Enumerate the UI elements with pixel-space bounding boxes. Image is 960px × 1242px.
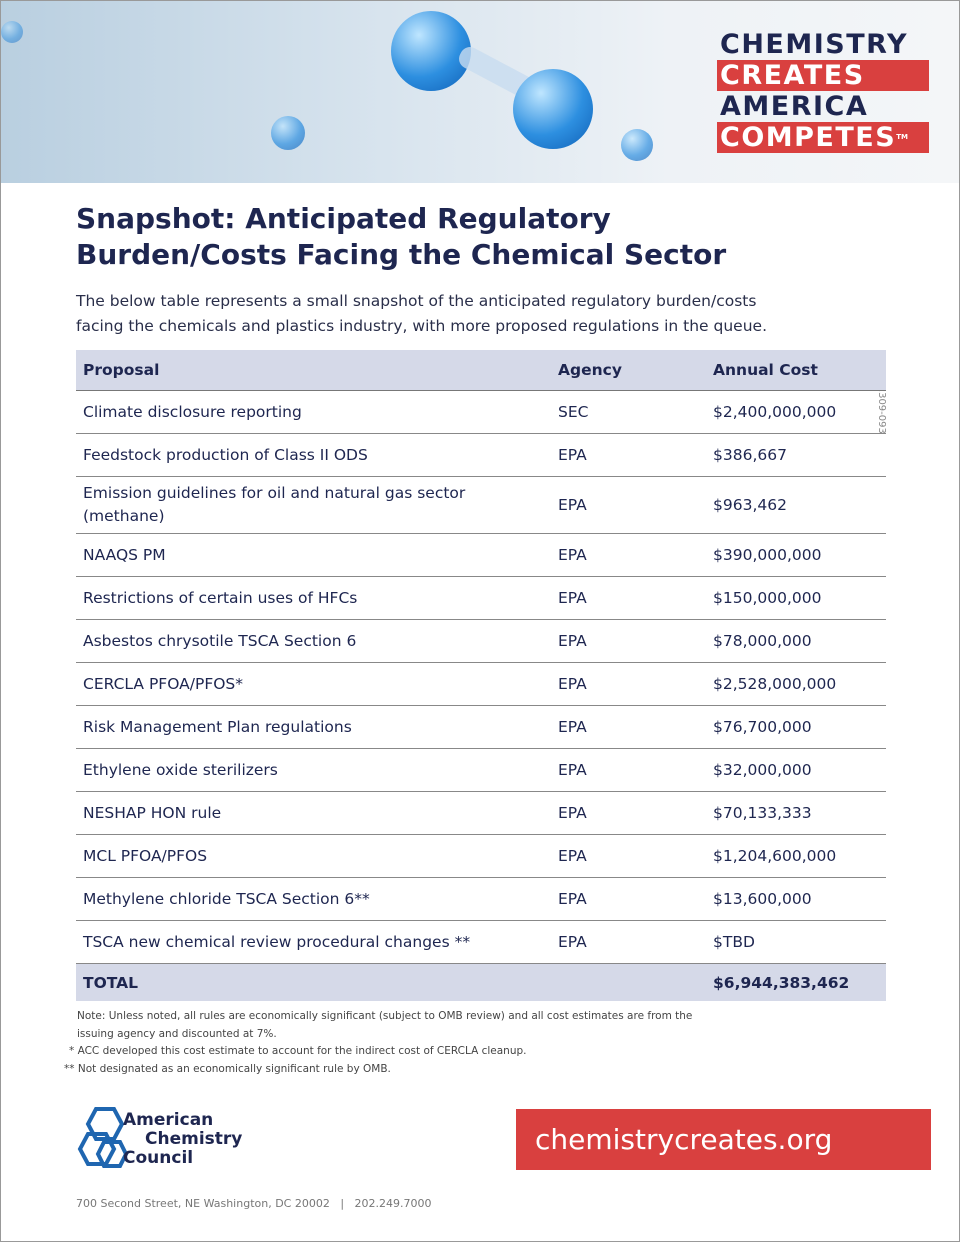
table-row: MCL PFOA/PFOS EPA $1,204,600,000 — [76, 834, 886, 878]
table-row: Methylene chloride TSCA Section 6** EPA $1… — [76, 877, 886, 921]
table-cell: Asbestos chrysotile TSCA Section 6 — [76, 619, 551, 663]
acc-logo — [77, 1107, 129, 1168]
table-cell: $386,667 — [706, 433, 886, 477]
trademark: TM — [896, 133, 908, 141]
table-cell: EPA — [551, 533, 706, 577]
footnote: ** Not designated as an economically sig… — [64, 1062, 391, 1075]
acc-line: Council — [123, 1148, 194, 1168]
column-header: Proposal — [76, 350, 551, 391]
table-row: Feedstock production of Class II ODS EPA $… — [76, 433, 886, 477]
table-cell: TSCA new chemical review procedural chan… — [76, 920, 551, 964]
table-row: CERCLA PFOA/PFOS* EPA $2,528,000,000 — [76, 662, 886, 706]
molecule — [391, 11, 471, 91]
table-cell: Restrictions of certain uses of HFCs — [76, 576, 551, 620]
table-cell: Climate disclosure reporting — [76, 390, 551, 434]
table-row: NESHAP HON rule EPA $70,133,333 — [76, 791, 886, 835]
table-body: Climate disclosure reporting SEC $2,400,00… — [76, 390, 886, 1001]
acc-line: American — [123, 1110, 214, 1130]
intro: The below table represents a small snaps… — [76, 292, 767, 335]
acc-name: American Chemistry Council — [123, 1111, 242, 1168]
table-cell: NESHAP HON rule — [76, 791, 551, 835]
hero-image — [1, 1, 959, 183]
table-cell: Ethylene oxide sterilizers — [76, 748, 551, 792]
table-cell: Emission guidelines for oil and natural … — [76, 476, 551, 534]
table-row: TSCA new chemical review procedural chan… — [76, 920, 886, 964]
table-cell: Methylene chloride TSCA Section 6** — [76, 877, 551, 921]
table-cell: EPA — [551, 662, 706, 706]
table-cell: EPA — [551, 920, 706, 964]
table-cell: $76,700,000 — [706, 705, 886, 749]
table-cell: $2,528,000,000 — [706, 662, 886, 706]
title-line: Snapshot: Anticipated Regulatory — [76, 202, 611, 235]
molecule — [513, 69, 593, 149]
molecule — [271, 116, 305, 150]
table-cell: CERCLA PFOA/PFOS* — [76, 662, 551, 706]
total-label: TOTAL — [76, 963, 706, 1001]
molecule — [1, 21, 23, 43]
table-cell: EPA — [551, 748, 706, 792]
table-cell: $TBD — [706, 920, 886, 964]
website-banner: chemistrycreates.org — [516, 1109, 931, 1170]
cost-table: Proposal Agency Annual Cost Climate disclo… — [76, 350, 886, 1001]
table-row: Restrictions of certain uses of HFCs EPA $… — [76, 576, 886, 620]
table-cell: SEC — [551, 390, 706, 434]
total-value: $6,944,383,462 — [706, 963, 886, 1001]
table-cell: $1,204,600,000 — [706, 834, 886, 878]
brand-logo: CHEMISTRY CREATES AMERICA COMPETESTM — [717, 29, 929, 153]
table-row: Emission guidelines for oil and natural … — [76, 476, 886, 534]
table-cell: $390,000,000 — [706, 533, 886, 577]
brand-line: AMERICA — [720, 91, 869, 122]
table-cell: EPA — [551, 705, 706, 749]
brand-line: COMPETESTM — [717, 122, 929, 153]
acc-line: Chemistry — [145, 1129, 243, 1149]
table-cell: EPA — [551, 433, 706, 477]
column-header: Annual Cost — [706, 350, 886, 391]
table-row: Asbestos chrysotile TSCA Section 6 EPA $78… — [76, 619, 886, 663]
table-row: NAAQS PM EPA $390,000,000 — [76, 533, 886, 577]
table-cell: $78,000,000 — [706, 619, 886, 663]
footnote: * ACC developed this cost estimate to ac… — [69, 1045, 527, 1057]
table-cell: $70,133,333 — [706, 791, 886, 835]
table-cell: EPA — [551, 834, 706, 878]
molecule — [621, 129, 653, 161]
table-cell: Risk Management Plan regulations — [76, 705, 551, 749]
table-row: Ethylene oxide sterilizers EPA $32,000,000 — [76, 748, 886, 792]
table-cell: $32,000,000 — [706, 748, 886, 792]
table-cell: $13,600,000 — [706, 877, 886, 921]
table-row: Climate disclosure reporting SEC $2,400,00… — [76, 390, 886, 434]
footnote: Note: Unless noted, all rules are econom… — [77, 1010, 693, 1040]
table-cell: $963,462 — [706, 476, 886, 534]
address: 700 Second Street, NE Washington, DC 200… — [76, 1197, 432, 1210]
table-cell: EPA — [551, 476, 706, 534]
table-cell: EPA — [551, 877, 706, 921]
brand-line: CHEMISTRY — [720, 29, 908, 60]
table-cell: $150,000,000 — [706, 576, 886, 620]
table-cell: $2,400,000,000 — [706, 390, 886, 434]
table-cell: MCL PFOA/PFOS — [76, 834, 551, 878]
brand-word: COMPETES — [720, 122, 897, 153]
table-cell: EPA — [551, 619, 706, 663]
table-cell: Feedstock production of Class II ODS — [76, 433, 551, 477]
header-row: Proposal Agency Annual Cost — [76, 350, 886, 391]
table-cell: EPA — [551, 576, 706, 620]
column-header: Agency — [551, 350, 706, 391]
brand-line: CREATES — [717, 60, 929, 91]
total-row: TOTAL $6,944,383,462 — [76, 963, 886, 1001]
notes: Note: Unless noted, all rules are econom… — [61, 1008, 711, 1078]
title-line: Burden/Costs Facing the Chemical Sector — [76, 238, 727, 271]
table-cell: NAAQS PM — [76, 533, 551, 577]
table-row: Risk Management Plan regulations EPA $76,7… — [76, 705, 886, 749]
table-cell: EPA — [551, 791, 706, 835]
title: Snapshot: Anticipated Regulatory Burden/… — [76, 201, 726, 273]
logo-hexagons — [77, 1107, 129, 1168]
